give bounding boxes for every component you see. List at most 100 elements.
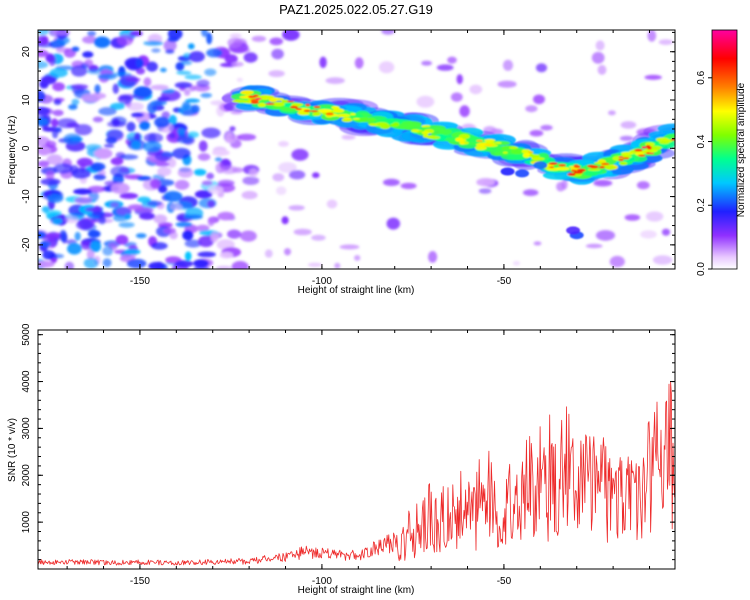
ridge-cell (571, 169, 577, 172)
heatmap-cell (193, 168, 207, 176)
heatmap-cell (160, 67, 167, 73)
heatmap-cell (153, 214, 168, 224)
heatmap-cell (52, 128, 59, 139)
heatmap-cell (38, 60, 49, 69)
heatmap-cell (201, 30, 208, 37)
ridge-cell (272, 101, 285, 107)
heatmap-cell (450, 92, 463, 102)
heatmap-cell (198, 140, 208, 152)
heatmap-cell (497, 80, 517, 88)
heatmap-cell (644, 74, 662, 80)
heatmap-cell (42, 235, 61, 242)
heatmap-cell (89, 240, 102, 253)
heatmap-cell (193, 259, 210, 268)
heatmap-y-axis-label: Frequency (Hz) (7, 116, 18, 185)
heatmap-noise-layer (38, 30, 673, 269)
heatmap-cell (219, 251, 234, 259)
heatmap-cell (619, 135, 634, 141)
heatmap-cell (556, 181, 566, 192)
heatmap-cell (216, 265, 233, 269)
ridge-cell (291, 102, 304, 107)
heatmap-cell (40, 178, 61, 186)
ridge-cell (649, 152, 655, 155)
x-tick-label: -50 (497, 276, 512, 287)
heatmap-cell (38, 35, 49, 46)
snr-y-axis-label: SNR (10 * v/v) (7, 418, 18, 482)
heatmap-cell (264, 249, 273, 258)
heatmap-cell (51, 118, 59, 128)
heatmap-cell (381, 30, 395, 35)
heatmap-cell (175, 221, 193, 228)
heatmap-cell (188, 43, 195, 50)
colorbar-ramp (711, 29, 738, 270)
y-tick-label: 2000 (21, 464, 32, 487)
ridge-cell (459, 141, 465, 145)
colorbar-tick-label: 0.6 (696, 70, 707, 84)
colorbar: 0.0 0.2 0.4 0.6 Normalized spectral amplitu… (696, 29, 747, 276)
heatmap-cell (595, 230, 616, 241)
heatmap-cell (112, 83, 120, 94)
ridge-cell (510, 148, 526, 155)
heatmap-cell (70, 84, 89, 90)
heatmap-cell (143, 132, 164, 143)
heatmap-cell (210, 100, 228, 106)
heatmap-cell (53, 163, 73, 174)
heatmap-cell (194, 190, 213, 199)
heatmap-cell (118, 222, 135, 228)
heatmap-cell (251, 35, 267, 42)
heatmap-cell (170, 203, 183, 211)
ridge-cell (331, 105, 340, 110)
heatmap-cell (52, 109, 64, 117)
colorbar-tick-label: 0.0 (696, 262, 707, 276)
ridge-cell (567, 172, 576, 176)
x-tick-label: -150 (130, 576, 150, 587)
heatmap-cell (436, 64, 454, 71)
heatmap-cell (229, 126, 236, 132)
heatmap-cell (197, 153, 211, 161)
ridge-cell (542, 171, 574, 180)
ridge-cell (621, 151, 634, 156)
ridge-cell (270, 97, 284, 101)
heatmap-cell (139, 120, 151, 131)
heatmap-cell (658, 39, 673, 45)
heatmap-cell (416, 95, 435, 108)
heatmap-cell (45, 209, 62, 217)
ridge-cell (587, 168, 601, 172)
heatmap-cell (585, 243, 603, 249)
ridge-cell (533, 161, 548, 170)
ridge-cell (531, 157, 545, 161)
figure-title: PAZ1.2025.022.05.27.G19 (279, 2, 433, 17)
heatmap-cell (278, 162, 297, 173)
heatmap-cell (540, 124, 553, 131)
heatmap-cell (87, 185, 105, 193)
ridge-cell (421, 131, 430, 135)
snr-frame (37, 329, 676, 570)
heatmap-cell (282, 30, 300, 41)
heatmap-cell (107, 121, 127, 128)
heatmap-cell (196, 79, 210, 88)
heatmap-cell (182, 230, 194, 241)
heatmap-cell (38, 160, 50, 168)
ridge-cell (309, 110, 319, 113)
colorbar-tick-label: 0.2 (696, 198, 707, 212)
heatmap-cell (293, 228, 312, 236)
ridge-cell (411, 129, 420, 133)
heatmap-cell (82, 36, 98, 44)
heatmap-cell (201, 127, 221, 139)
heatmap-cell (206, 172, 215, 180)
ridge-cell (332, 108, 345, 113)
x-tick-label: -150 (130, 276, 150, 287)
heatmap-cell (428, 251, 438, 263)
heatmap-cell (268, 70, 285, 78)
heatmap-cell (52, 82, 65, 92)
heatmap-cell (98, 107, 117, 116)
heatmap-cell (269, 37, 284, 46)
heatmap-cell (51, 39, 66, 49)
heatmap-cell (86, 249, 95, 260)
heatmap-cell (325, 77, 345, 84)
ridge-cell (313, 105, 321, 109)
heatmap-cell (110, 182, 130, 194)
heatmap-cell (73, 188, 92, 195)
x-tick-label: -100 (312, 576, 332, 587)
ridge-cell (584, 170, 599, 177)
